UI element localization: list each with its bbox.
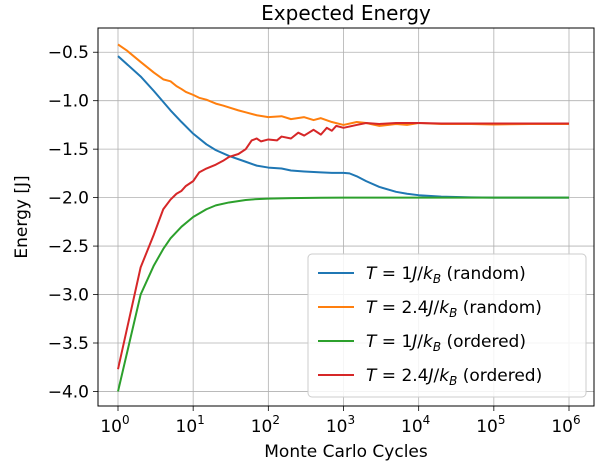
legend-entry: T = 2.4J/kB (random)	[366, 298, 542, 320]
x-tick-label: 104	[401, 413, 430, 437]
x-tick-label: 102	[251, 413, 280, 437]
legend-entry: T = 1J/kB (random)	[366, 264, 526, 286]
x-axis-label: Monte Carlo Cycles	[264, 442, 428, 462]
x-tick-label: 106	[551, 413, 580, 437]
legend: T = 1J/kB (random) T = 2.4J/kB (random) T …	[307, 253, 587, 398]
y-tick-label: −1.5	[48, 140, 89, 160]
x-tick-label: 105	[476, 413, 505, 437]
y-tick-label: −4.0	[48, 382, 89, 402]
series-line-2	[117, 43, 569, 127]
y-tick-label: −3.0	[48, 286, 89, 306]
series-line-1	[117, 55, 569, 199]
axis-ticks: 100 101 102 103 104 105 106 −0.5 −1.0 −1.5 −2.0 −2.…	[48, 43, 581, 437]
plot-frame	[97, 27, 595, 407]
legend-box	[307, 253, 587, 398]
y-tick-label: −2.0	[48, 189, 89, 209]
y-tick-label: −2.5	[48, 237, 89, 257]
y-tick-label: −0.5	[48, 43, 89, 63]
x-tick-label: 100	[100, 413, 129, 437]
legend-entry: T = 2.4J/kB (ordered)	[366, 366, 542, 388]
series-line-3	[117, 196, 569, 392]
y-axis-label: Energy [J]	[12, 175, 32, 258]
series-lines	[117, 43, 569, 392]
chart-title: Expected Energy	[261, 1, 431, 25]
x-tick-label: 101	[176, 413, 205, 437]
series-line-4	[117, 121, 569, 370]
y-tick-label: −3.5	[48, 334, 89, 354]
x-tick-label: 103	[326, 413, 355, 437]
y-tick-label: −1.0	[48, 92, 89, 112]
legend-entry: T = 1J/kB (ordered)	[366, 332, 526, 354]
